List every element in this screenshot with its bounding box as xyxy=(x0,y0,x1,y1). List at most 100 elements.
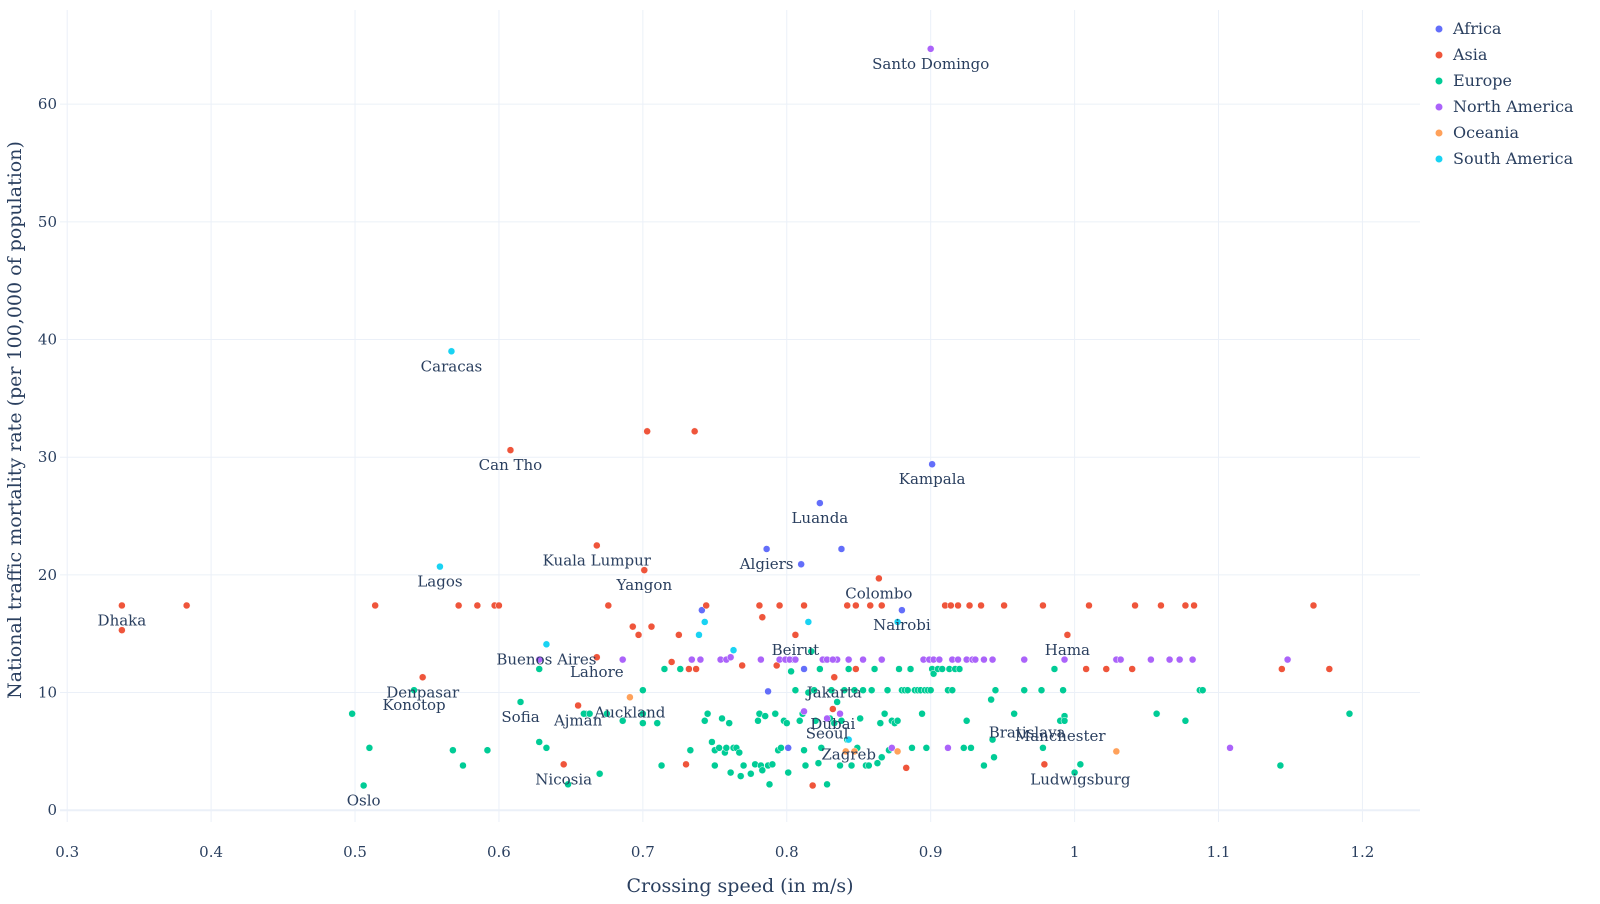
data-point-europe[interactable] xyxy=(840,686,849,694)
data-point-europe[interactable] xyxy=(771,709,780,718)
data-point-asia[interactable] xyxy=(1040,760,1049,769)
data-point-asia[interactable] xyxy=(640,566,649,574)
data-point-asia[interactable] xyxy=(692,665,700,673)
data-point-europe[interactable] xyxy=(938,665,946,673)
data-point-europe[interactable] xyxy=(870,665,879,673)
data-point-europe[interactable] xyxy=(703,709,712,718)
data-point-europe[interactable] xyxy=(765,780,774,789)
data-point-north-america[interactable] xyxy=(696,655,705,664)
data-point-europe[interactable] xyxy=(365,744,374,752)
data-point-south-america[interactable] xyxy=(447,347,456,356)
data-point-europe[interactable] xyxy=(1060,717,1069,725)
data-point-asia[interactable] xyxy=(574,701,582,710)
data-point-europe[interactable] xyxy=(787,667,795,676)
data-point-north-america[interactable] xyxy=(618,655,627,664)
data-point-oceania[interactable] xyxy=(842,747,850,756)
data-point-asia[interactable] xyxy=(1325,665,1334,673)
data-point-europe[interactable] xyxy=(459,761,467,770)
data-point-south-america[interactable] xyxy=(700,618,709,626)
data-point-europe[interactable] xyxy=(990,753,998,762)
data-point-europe[interactable] xyxy=(542,744,551,752)
data-point-asia[interactable] xyxy=(1181,601,1190,610)
data-point-south-america[interactable] xyxy=(893,618,902,626)
data-point-asia[interactable] xyxy=(1102,665,1111,673)
data-point-europe[interactable] xyxy=(686,746,695,754)
data-point-europe[interactable] xyxy=(676,665,685,673)
data-point-europe[interactable] xyxy=(516,698,525,706)
data-point-europe[interactable] xyxy=(585,709,594,718)
data-point-europe[interactable] xyxy=(700,717,709,725)
data-point-asia[interactable] xyxy=(685,665,693,673)
data-point-north-america[interactable] xyxy=(823,714,831,723)
data-point-south-america[interactable] xyxy=(729,646,738,654)
data-point-europe[interactable] xyxy=(653,719,661,727)
data-point-asia[interactable] xyxy=(738,661,746,670)
data-point-asia[interactable] xyxy=(1039,601,1047,610)
data-point-asia[interactable] xyxy=(647,622,656,631)
data-point-asia[interactable] xyxy=(1131,601,1139,610)
data-point-asia[interactable] xyxy=(667,658,676,666)
data-point-asia[interactable] xyxy=(1085,601,1093,610)
data-point-europe[interactable] xyxy=(768,760,777,769)
data-point-asia[interactable] xyxy=(1157,601,1165,610)
data-point-europe[interactable] xyxy=(926,686,935,694)
data-point-asia[interactable] xyxy=(118,601,126,610)
data-point-north-america[interactable] xyxy=(935,655,944,664)
data-point-europe[interactable] xyxy=(758,766,767,774)
data-point-asia[interactable] xyxy=(690,427,699,436)
data-point-europe[interactable] xyxy=(359,781,368,790)
data-point-asia[interactable] xyxy=(1082,665,1090,673)
data-point-europe[interactable] xyxy=(736,772,745,780)
data-point-europe[interactable] xyxy=(880,709,889,718)
data-point-europe[interactable] xyxy=(603,709,611,718)
data-point-north-america[interactable] xyxy=(535,655,543,664)
data-point-europe[interactable] xyxy=(1181,717,1190,725)
data-point-europe[interactable] xyxy=(987,695,995,704)
data-point-europe[interactable] xyxy=(967,744,975,752)
data-point-europe[interactable] xyxy=(918,709,926,718)
data-point-europe[interactable] xyxy=(962,717,971,725)
data-point-asia[interactable] xyxy=(1128,665,1136,673)
data-point-europe[interactable] xyxy=(836,761,844,770)
data-point-asia[interactable] xyxy=(954,601,962,610)
data-point-europe[interactable] xyxy=(1010,709,1018,718)
data-point-europe[interactable] xyxy=(830,719,839,727)
legend-item-north-america[interactable]: North America xyxy=(1435,97,1575,116)
data-point-europe[interactable] xyxy=(833,698,841,706)
data-point-europe[interactable] xyxy=(817,744,826,752)
legend-item-oceania[interactable]: Oceania xyxy=(1435,123,1520,142)
data-point-africa[interactable] xyxy=(698,606,706,614)
data-point-europe[interactable] xyxy=(1276,761,1285,770)
data-point-asia[interactable] xyxy=(643,427,651,436)
data-point-asia[interactable] xyxy=(495,601,503,610)
data-point-oceania[interactable] xyxy=(850,747,859,756)
data-point-south-america[interactable] xyxy=(542,640,551,649)
data-point-south-america[interactable] xyxy=(804,618,813,626)
data-point-north-america[interactable] xyxy=(836,709,844,718)
data-point-europe[interactable] xyxy=(1059,686,1067,694)
data-point-europe[interactable] xyxy=(725,719,733,727)
data-point-europe[interactable] xyxy=(535,738,543,746)
data-point-europe[interactable] xyxy=(895,665,903,673)
data-point-europe[interactable] xyxy=(348,709,356,718)
data-point-north-america[interactable] xyxy=(844,655,853,664)
data-point-europe[interactable] xyxy=(883,686,892,694)
data-point-africa[interactable] xyxy=(837,545,846,553)
data-point-europe[interactable] xyxy=(800,746,808,754)
data-point-europe[interactable] xyxy=(867,686,876,694)
data-point-oceania[interactable] xyxy=(626,693,634,702)
data-point-north-america[interactable] xyxy=(926,45,935,53)
data-point-north-america[interactable] xyxy=(1020,655,1028,664)
data-point-north-america[interactable] xyxy=(791,655,800,664)
data-point-north-america[interactable] xyxy=(980,655,988,664)
data-point-europe[interactable] xyxy=(657,761,666,770)
data-point-north-america[interactable] xyxy=(1188,655,1197,664)
data-point-north-america[interactable] xyxy=(1283,655,1292,664)
data-point-asia[interactable] xyxy=(829,705,837,713)
data-point-europe[interactable] xyxy=(1050,665,1059,673)
data-point-asia[interactable] xyxy=(808,781,817,790)
data-point-europe[interactable] xyxy=(823,780,831,789)
data-point-europe[interactable] xyxy=(535,665,543,673)
data-point-north-america[interactable] xyxy=(688,655,696,664)
data-point-europe[interactable] xyxy=(777,744,785,752)
